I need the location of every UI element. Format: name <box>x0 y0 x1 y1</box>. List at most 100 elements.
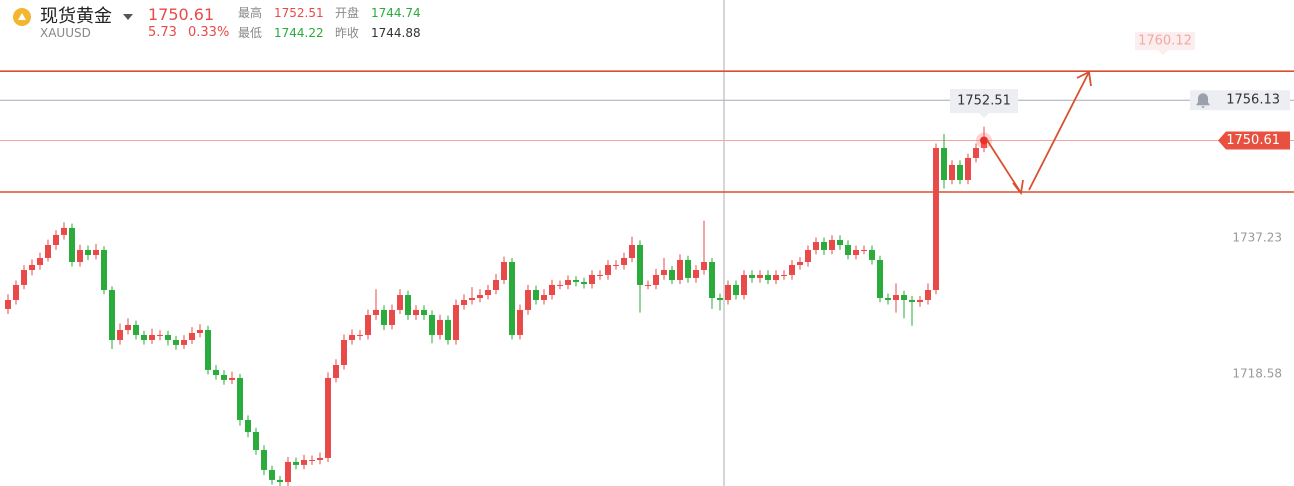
field-value: 1744.74 <box>371 6 421 20</box>
candle-body <box>525 289 531 310</box>
candle-body <box>21 270 27 285</box>
candle-body <box>197 330 203 333</box>
candle-body <box>381 309 387 325</box>
candle-body <box>965 157 971 180</box>
candle-body <box>133 324 139 335</box>
candle-body <box>437 319 443 335</box>
candle-body <box>813 242 819 250</box>
field-value: 1752.51 <box>274 6 324 20</box>
candle-body <box>117 330 123 340</box>
candle-body <box>773 274 779 280</box>
candle-body <box>837 239 843 246</box>
candle-body <box>533 289 539 300</box>
candle-body <box>805 249 811 262</box>
candle-body <box>885 298 891 300</box>
candle-body <box>13 284 19 300</box>
candle-body <box>557 284 563 286</box>
candle-body <box>861 249 867 251</box>
candle-body <box>565 279 571 285</box>
candle-body <box>941 147 947 180</box>
candle-body <box>45 245 51 258</box>
candle-body <box>589 274 595 285</box>
last-price-dot <box>980 136 988 145</box>
candle-body <box>221 374 227 380</box>
candle-body <box>789 264 795 275</box>
candle-body <box>741 274 747 296</box>
candle-body <box>301 459 307 465</box>
candle-body <box>205 330 211 370</box>
candle-body <box>125 324 131 331</box>
candle-body <box>173 339 179 345</box>
candle-body <box>317 457 323 460</box>
candle-body <box>901 295 907 300</box>
candle-body <box>621 257 627 265</box>
candle-body <box>717 298 723 300</box>
candle-body <box>749 274 755 278</box>
candle-body <box>781 274 787 276</box>
field-label: 最低 <box>238 26 263 40</box>
y-tick-label: 1737.23 <box>1232 231 1282 245</box>
candle-body <box>93 249 99 255</box>
candle-body <box>109 289 115 340</box>
logo-glyph <box>18 13 26 20</box>
candle-body <box>581 281 587 285</box>
candle-body <box>421 309 427 315</box>
candle-body <box>365 314 371 335</box>
candle-body <box>605 264 611 275</box>
candle-body <box>869 249 875 260</box>
annotation-arrows <box>986 70 1092 196</box>
candle-body <box>821 242 827 250</box>
candle-body <box>693 270 699 278</box>
candle-body <box>429 314 435 335</box>
candle-body <box>669 270 675 280</box>
price-tag <box>1190 90 1290 111</box>
candle-body <box>277 479 283 482</box>
candle-body <box>685 259 691 278</box>
candle-body <box>677 259 683 280</box>
candle-body <box>645 284 651 286</box>
candle-body <box>285 461 291 482</box>
field-label: 昨收 <box>335 26 360 40</box>
candle-body <box>237 377 243 420</box>
candle-body <box>893 295 899 300</box>
instrument-name[interactable]: 现货黄金 <box>40 6 112 27</box>
candle-body <box>797 261 803 265</box>
candle-body <box>213 369 219 375</box>
candle-body <box>5 299 11 309</box>
candle-body <box>333 364 339 378</box>
price-tag-label: 1756.13 <box>1226 93 1280 108</box>
candle-body <box>629 245 635 258</box>
high-tooltip <box>950 89 1018 118</box>
candle-body <box>189 332 195 340</box>
field-value: 1744.22 <box>274 26 324 40</box>
price-change-pct: 0.33% <box>188 25 230 40</box>
candle-body <box>85 249 91 255</box>
candle-body <box>493 279 499 290</box>
candle-body <box>69 227 75 262</box>
candle-body <box>341 339 347 365</box>
last-price: 1750.61 <box>148 5 215 24</box>
candle-body <box>541 295 547 300</box>
candle-body <box>957 164 963 180</box>
bell-icon <box>1196 93 1210 109</box>
arrow-down <box>986 139 1022 194</box>
candle-body <box>477 295 483 299</box>
dropdown-caret[interactable] <box>122 12 134 22</box>
candle-body <box>757 274 763 278</box>
candle-body <box>77 249 83 262</box>
candle-body <box>445 319 451 340</box>
candle-body <box>725 284 731 300</box>
arrow-head <box>1012 179 1024 196</box>
price-tag <box>1135 32 1195 56</box>
candle-body <box>765 274 771 280</box>
candle-body <box>733 284 739 296</box>
candle-body <box>357 334 363 336</box>
candle-body <box>597 274 603 276</box>
candle-body <box>661 270 667 275</box>
candle-body <box>701 261 707 271</box>
y-tick-label: 1718.58 <box>1232 366 1282 380</box>
price-tag-label: 1760.12 <box>1138 34 1192 49</box>
candle-body <box>349 334 355 340</box>
candle-body <box>53 234 59 246</box>
price-tag-label: 1750.61 <box>1226 133 1280 148</box>
